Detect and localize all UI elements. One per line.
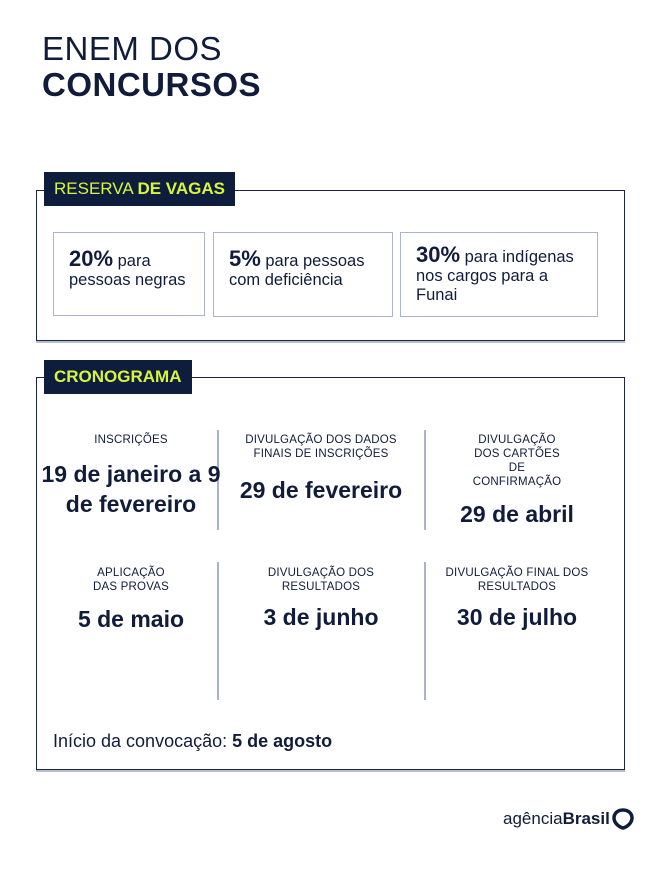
schedule-item: INSCRIÇÕES 19 de janeiro a 9 de fevereiro: [36, 433, 226, 519]
item-value: 19 de janeiro a 9 de fevereiro: [41, 461, 221, 517]
note-date: 5 de agosto: [232, 731, 333, 751]
agencia-brasil-logo: agência Brasil: [503, 808, 634, 830]
divider: [424, 430, 426, 530]
divider: [217, 562, 219, 700]
schedule-item: APLICAÇÃO DAS PROVAS 5 de maio: [36, 566, 226, 634]
item-value: 29 de fevereiro: [239, 477, 403, 503]
reserva-panel: [36, 190, 625, 341]
card-pct: 20%: [69, 246, 114, 271]
schedule-item: DIVULGAÇÃO DOS CARTÕES DE CONFIRMAÇÃO 29 …: [422, 433, 612, 529]
reserva-card: 5% para pessoas com deficiência: [213, 232, 393, 317]
card-text: para indígenas nos cargos para a Funai: [416, 248, 574, 304]
divider: [217, 430, 219, 530]
divider: [424, 562, 426, 700]
cronograma-panel: [36, 377, 625, 770]
logo-light: agência: [503, 809, 563, 828]
item-label: DIVULGAÇÃO DOS CARTÕES DE CONFIRMAÇÃO: [472, 434, 562, 488]
item-label: DIVULGAÇÃO FINAL DOS RESULTADOS: [445, 567, 589, 593]
card-text: para pessoas com deficiência: [229, 252, 365, 289]
cronograma-tag: CRONOGRAMA: [44, 360, 192, 394]
item-label: INSCRIÇÕES: [94, 434, 168, 446]
reserva-tag: RESERVA DE VAGAS: [44, 172, 236, 206]
convocacao-note: Início da convocação: 5 de agosto: [53, 731, 332, 752]
reserva-card: 30% para indígenas nos cargos para a Fun…: [400, 232, 598, 317]
tag-bold: DE VAGAS: [137, 179, 226, 198]
item-value: 5 de maio: [77, 606, 185, 632]
item-value: 30 de julho: [456, 604, 578, 630]
title-line2: CONCURSOS: [42, 66, 262, 103]
note-text: Início da convocação:: [53, 731, 233, 751]
reserva-card: 20% para pessoas negras: [53, 232, 205, 316]
schedule-item: DIVULGAÇÃO DOS RESULTADOS 3 de junho: [226, 566, 416, 632]
schedule-item: DIVULGAÇÃO DOS DADOS FINAIS DE INSCRIÇÕE…: [226, 433, 416, 505]
logo-bold: Brasil: [562, 809, 610, 828]
item-value: 29 de abril: [460, 501, 574, 527]
item-value: 3 de junho: [263, 604, 379, 630]
item-label: DIVULGAÇÃO DOS RESULTADOS: [267, 567, 375, 593]
schedule-item: DIVULGAÇÃO FINAL DOS RESULTADOS 30 de jul…: [422, 566, 612, 632]
card-text: para pessoas negras: [69, 252, 186, 289]
title-line1: ENEM DOS: [42, 30, 223, 67]
item-label: DIVULGAÇÃO DOS DADOS FINAIS DE INSCRIÇÕE…: [245, 434, 397, 460]
logo-mark-icon: [612, 808, 634, 830]
card-pct: 30%: [416, 242, 461, 267]
card-pct: 5%: [229, 246, 261, 271]
tag-light: RESERVA: [54, 179, 138, 198]
item-label: APLICAÇÃO DAS PROVAS: [93, 567, 169, 593]
